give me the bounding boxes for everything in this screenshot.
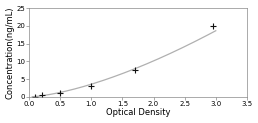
Point — [89, 85, 93, 86]
Point — [133, 69, 137, 71]
X-axis label: Optical Density: Optical Density — [106, 108, 170, 117]
Point — [211, 25, 215, 27]
Point — [58, 92, 62, 94]
Point — [39, 94, 44, 96]
Point — [33, 96, 37, 98]
Y-axis label: Concentration(ng/mL): Concentration(ng/mL) — [6, 6, 14, 99]
